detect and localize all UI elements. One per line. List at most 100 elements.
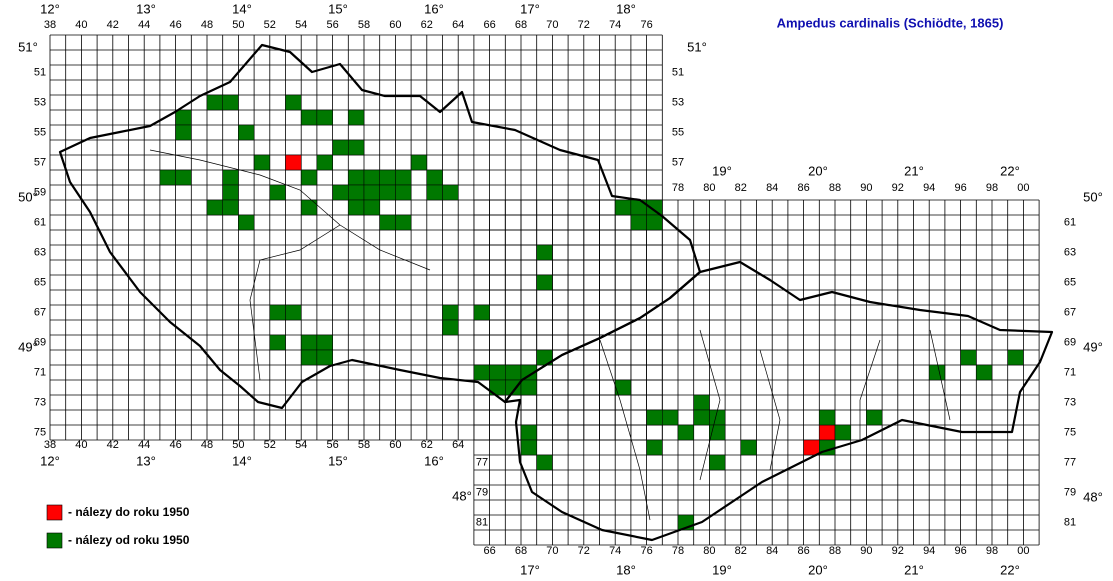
column-label: 70 (546, 545, 558, 557)
column-label: 60 (389, 439, 401, 451)
record-green (206, 94, 223, 111)
column-label: 88 (829, 182, 841, 194)
legend-label: - nálezy od roku 1950 (68, 533, 190, 547)
degree-label: 15° (328, 453, 348, 468)
column-label: 90 (860, 182, 872, 194)
record-red (803, 439, 820, 456)
column-label: 44 (138, 439, 150, 451)
column-label: 86 (797, 182, 809, 194)
record-green (300, 199, 318, 216)
record-green (819, 409, 836, 426)
record-green (410, 154, 428, 171)
record-green (285, 94, 302, 111)
column-label: 48 (201, 19, 213, 31)
row-label: 67 (34, 306, 46, 318)
record-green (536, 454, 553, 471)
column-label: 82 (735, 545, 747, 557)
column-label: 64 (452, 439, 464, 451)
row-label: 75 (34, 426, 46, 438)
row-label: 71 (34, 366, 46, 378)
row-label: 55 (34, 126, 46, 138)
row-label: 67 (1064, 306, 1076, 318)
record-green (379, 184, 396, 201)
record-green (348, 139, 365, 156)
record-green (316, 109, 333, 126)
column-label: 56 (326, 439, 338, 451)
column-label: 38 (44, 19, 56, 31)
column-label: 84 (766, 182, 778, 194)
column-label: 00 (1017, 182, 1029, 194)
row-label: 79 (1064, 486, 1076, 498)
record-red (819, 424, 836, 441)
row-label: 79 (476, 486, 488, 498)
record-green (175, 124, 192, 141)
row-label: 53 (672, 96, 684, 108)
degree-label: 50° (1083, 189, 1103, 204)
record-green (536, 274, 553, 291)
record-green (332, 139, 349, 156)
record-green (206, 199, 223, 216)
row-label: 73 (34, 396, 46, 408)
record-green (175, 109, 192, 126)
record-green (395, 214, 412, 231)
degree-label: 14° (232, 453, 252, 468)
degree-label: 18° (616, 1, 636, 16)
degree-label: 13° (136, 1, 156, 16)
column-label: 40 (75, 19, 87, 31)
record-green (348, 184, 365, 201)
column-label: 90 (860, 545, 872, 557)
record-green (395, 169, 412, 186)
column-label: 48 (201, 439, 213, 451)
column-label: 72 (578, 545, 590, 557)
record-green (740, 439, 757, 456)
column-label: 84 (766, 545, 778, 557)
record-green (426, 184, 443, 201)
labels: 38 40 42 44 46 48 50 52 54 56 58 60 62 64 66 68 70 72 74 76… (18, 1, 1103, 577)
row-label: 61 (1064, 216, 1076, 228)
degree-label: 22° (1000, 163, 1020, 178)
borders (58, 43, 1054, 542)
column-label: 74 (609, 19, 621, 31)
record-green (269, 304, 286, 321)
row-label: 63 (34, 246, 46, 258)
record-green (159, 169, 176, 186)
row-label: 77 (1064, 456, 1076, 468)
record-green (238, 214, 255, 231)
record-green (300, 169, 318, 186)
record-green (928, 364, 946, 381)
column-label: 58 (358, 19, 370, 31)
row-label: 51 (672, 66, 684, 78)
record-green (614, 199, 632, 216)
column-label: 92 (892, 545, 904, 557)
row-label: 55 (672, 126, 684, 138)
degree-label: 21° (904, 163, 924, 178)
column-label: 78 (672, 182, 684, 194)
record-green (238, 124, 255, 141)
degree-label: 20° (808, 562, 828, 577)
column-label: 42 (107, 19, 119, 31)
row-label: 59 (34, 186, 46, 198)
column-label: 82 (735, 182, 747, 194)
column-label: 46 (169, 439, 181, 451)
record-green (363, 184, 380, 201)
column-label: 80 (703, 182, 715, 194)
record-green (442, 184, 459, 201)
degree-label: 19° (712, 562, 732, 577)
row-label: 73 (1064, 396, 1076, 408)
degree-label: 51° (18, 39, 38, 54)
record-green (960, 349, 977, 366)
row-label: 69 (34, 336, 46, 348)
record-green (709, 424, 726, 441)
degree-label: 15° (328, 1, 348, 16)
column-label: 66 (483, 19, 495, 31)
record-green (536, 244, 553, 261)
record-green (222, 184, 239, 201)
record-green (677, 424, 694, 441)
degree-label: 21° (904, 562, 924, 577)
column-label: 52 (264, 19, 276, 31)
column-label: 44 (138, 19, 150, 31)
row-label: 69 (1064, 336, 1076, 348)
record-green (363, 199, 380, 216)
row-label: 75 (1064, 426, 1076, 438)
degree-label: 18° (616, 562, 636, 577)
